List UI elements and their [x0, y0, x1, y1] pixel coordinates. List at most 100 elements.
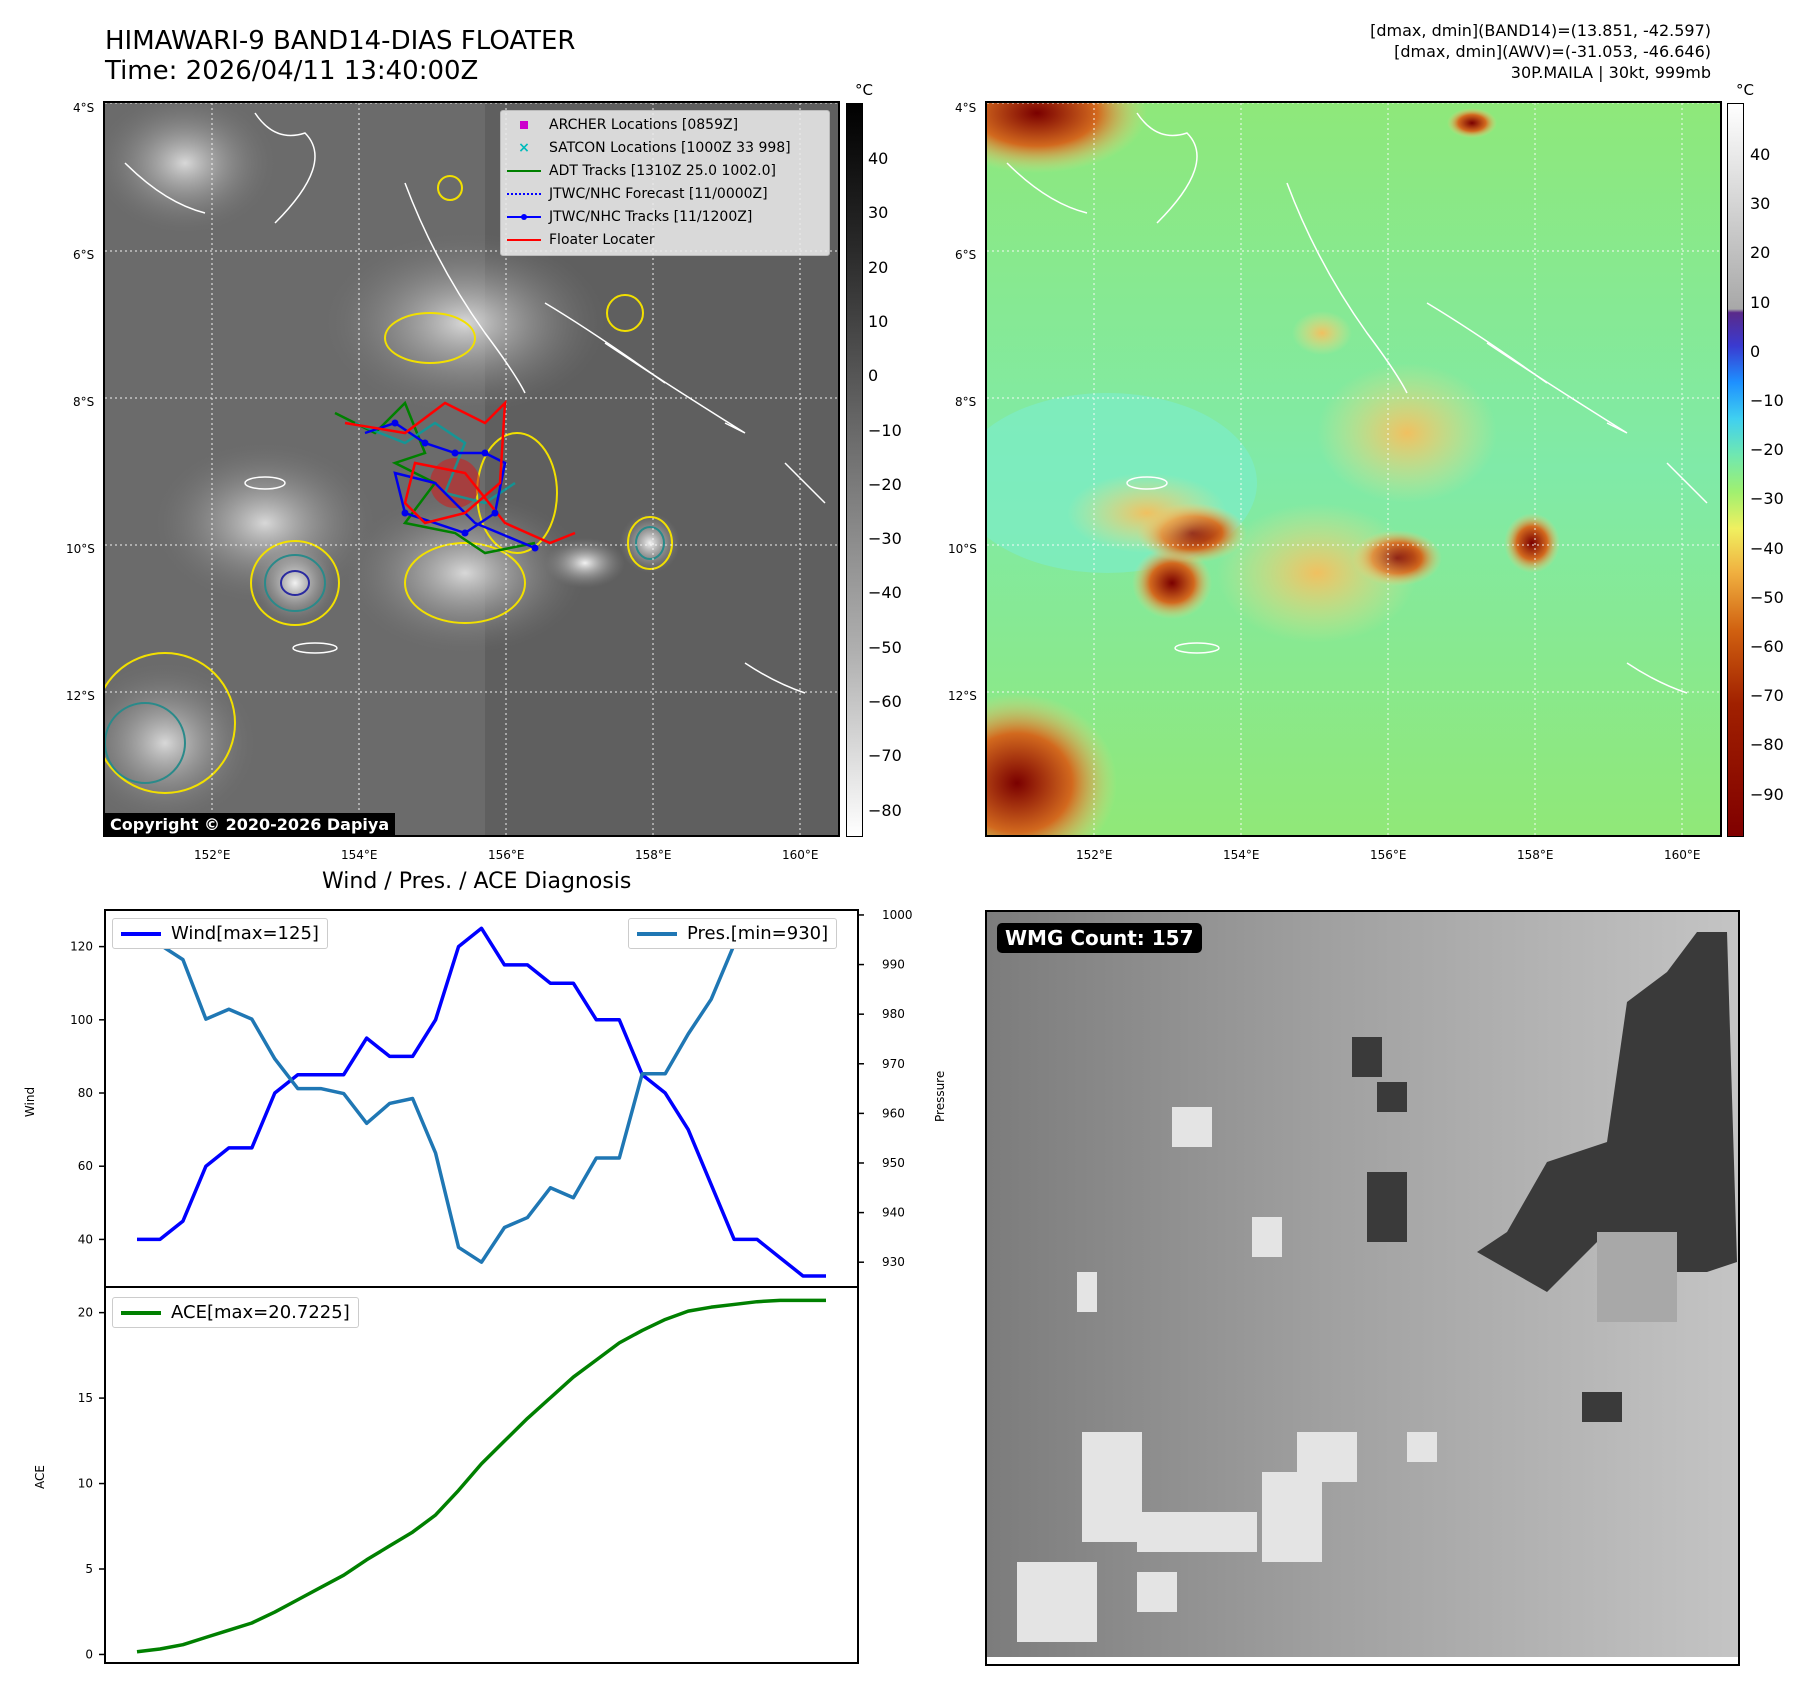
pressure-legend: Pres.[min=930] [628, 918, 838, 949]
lon-label: 160°E [782, 848, 819, 862]
legend-item: ARCHER Locations [0859Z] [507, 113, 829, 136]
lat-label: 12°S [66, 689, 95, 703]
square-marker-icon [507, 118, 541, 132]
colorbar-tick-label: 20 [868, 257, 889, 277]
lat-label: 6°S [955, 248, 977, 262]
colorbar-tick-label: 30 [868, 203, 889, 223]
colorbar-tick-label: −60 [868, 692, 902, 711]
figure-time: Time: 2026/04/11 13:40:00Z [105, 56, 479, 86]
legend-label: JTWC/NHC Tracks [11/1200Z] [549, 208, 753, 225]
colorbar-tick-label: −90 [1750, 784, 1784, 804]
colorbar-left-unit: °C [855, 81, 873, 99]
lat-label: 4°S [955, 101, 977, 115]
lat-label: 6°S [73, 248, 95, 262]
colorbar-right-unit: °C [1736, 81, 1754, 99]
colorbar-tick-label: 0 [1750, 341, 1761, 361]
info-awv-range: [dmax, dmin](AWV)=(-31.053, -46.646) [1394, 42, 1711, 61]
pressure-tick-label: 1000 [882, 908, 913, 922]
lon-label: 152°E [1076, 848, 1113, 862]
colorbar-tick-label: −30 [868, 529, 902, 549]
ace-legend-line-icon [121, 1310, 161, 1315]
legend-label: ADT Tracks [1310Z 25.0 1002.0] [549, 162, 776, 179]
pressure-tick-label: 960 [882, 1106, 905, 1120]
lat-label: 4°S [73, 101, 95, 115]
wind-pressure-axes-frame [104, 909, 859, 1288]
legend-item: Floater Locater [507, 228, 829, 251]
dotted-line-icon [507, 187, 541, 201]
lon-label: 158°E [1517, 848, 1554, 862]
colorbar-tick-label: 10 [1750, 292, 1771, 312]
line-icon [507, 233, 541, 247]
lon-label: 158°E [635, 848, 672, 862]
lon-label: 154°E [1223, 848, 1260, 862]
colorbar-tick-label: −30 [1750, 489, 1784, 509]
wind-legend: Wind[max=125] [112, 918, 328, 949]
colorbar-tick-label: −70 [868, 746, 902, 766]
pressure-series-line [136, 918, 826, 1264]
legend-item: × SATCON Locations [1000Z 33 998] [507, 136, 829, 159]
wind-tick-label: 40 [78, 1232, 93, 1246]
awv-map-image [987, 103, 1720, 835]
pressure-tick-label: 990 [882, 958, 905, 972]
lat-label: 10°S [948, 542, 977, 556]
lon-label: 152°E [194, 848, 231, 862]
colorbar-tick-label: −40 [1750, 538, 1784, 558]
wmg-panel [985, 910, 1740, 1666]
pressure-tick-label: 940 [882, 1206, 905, 1220]
figure-title: HIMAWARI-9 BAND14-DIAS FLOATER [105, 26, 576, 56]
lon-label: 160°E [1664, 848, 1701, 862]
colorbar-tick-label: 40 [868, 149, 889, 168]
legend-item: ADT Tracks [1310Z 25.0 1002.0] [507, 159, 829, 182]
wind-tick-label: 120 [70, 940, 93, 954]
ace-tick-label: 20 [78, 1306, 93, 1320]
ace-legend: ACE[max=20.7225] [112, 1297, 359, 1328]
colorbar-tick-label: 40 [1750, 145, 1771, 164]
legend-item: JTWC/NHC Tracks [11/1200Z] [507, 205, 829, 228]
wind-legend-label: Wind[max=125] [171, 923, 319, 944]
ace-tick-label: 5 [85, 1562, 93, 1576]
wmg-count-label: WMG Count: 157 [997, 923, 1202, 953]
lat-label: 12°S [948, 689, 977, 703]
lat-label: 8°S [73, 395, 95, 409]
awv-map-panel [985, 101, 1722, 837]
colorbar-tick-label: −60 [1750, 637, 1784, 656]
pressure-tick-label: 950 [882, 1156, 905, 1170]
legend-label: ARCHER Locations [0859Z] [549, 116, 739, 133]
wind-tick-label: 80 [78, 1086, 93, 1100]
pressure-legend-label: Pres.[min=930] [687, 923, 829, 944]
info-band14-range: [dmax, dmin](BAND14)=(13.851, -42.597) [1370, 21, 1711, 40]
x-marker-icon: × [518, 139, 530, 156]
copyright-label: Copyright © 2020-2026 Dapiya [104, 813, 396, 836]
legend-item: JTWC/NHC Forecast [11/0000Z] [507, 182, 829, 205]
wind-tick-label: 100 [70, 1013, 93, 1027]
lat-label: 10°S [66, 542, 95, 556]
colorbar-tick-label: −80 [1750, 735, 1784, 755]
legend-label: SATCON Locations [1000Z 33 998] [549, 139, 791, 156]
lon-label: 154°E [341, 848, 378, 862]
line-icon [507, 164, 541, 178]
pressure-tick-label: 980 [882, 1007, 905, 1021]
legend-label: Floater Locater [549, 231, 655, 248]
ace-series-line [136, 1298, 826, 1654]
colorbar-tick-label: −10 [1750, 391, 1784, 410]
colorbar-tick-label: −20 [1750, 440, 1784, 460]
wind-legend-line-icon [121, 931, 161, 936]
line-dot-icon [507, 210, 541, 224]
colorbar-tick-label: −70 [1750, 686, 1784, 706]
colorbar-tick-label: 0 [868, 366, 879, 386]
diagnosis-title: Wind / Pres. / ACE Diagnosis [322, 869, 632, 894]
colorbar-tick-label: −10 [868, 420, 902, 440]
wind-series-line [137, 926, 826, 1278]
colorbar-tick-label: −80 [868, 800, 902, 820]
colorbar-tick-label: −50 [868, 637, 902, 657]
ace-tick-label: 10 [78, 1477, 93, 1491]
colorbar-left [846, 103, 863, 837]
pressure-tick-label: 970 [882, 1057, 905, 1071]
wmg-image [987, 912, 1738, 1664]
legend-label: JTWC/NHC Forecast [11/0000Z] [549, 185, 768, 202]
colorbar-tick-label: −50 [1750, 587, 1784, 607]
colorbar-tick-label: −20 [868, 474, 902, 494]
lat-label: 8°S [955, 395, 977, 409]
lon-label: 156°E [1370, 848, 1407, 862]
info-storm: 30P.MAILA | 30kt, 999mb [1510, 63, 1711, 82]
